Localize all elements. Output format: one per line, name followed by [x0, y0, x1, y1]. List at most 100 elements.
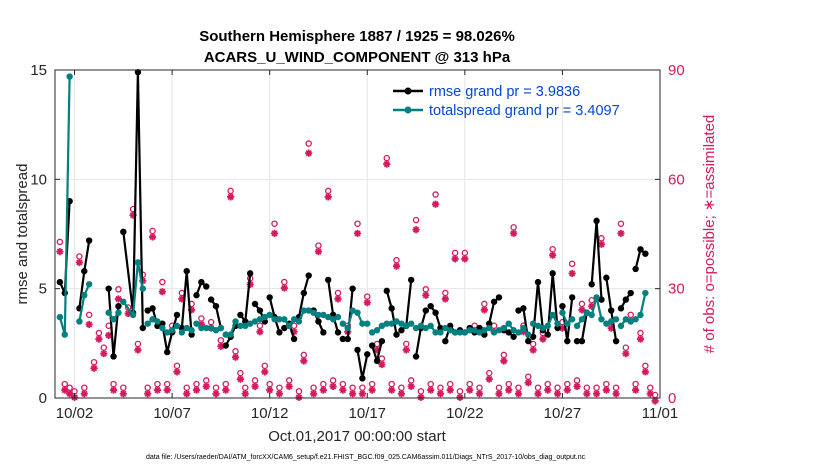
rmse-point: [222, 342, 229, 349]
totalspread-point: [325, 313, 332, 321]
obs-assimilated-marker: [309, 390, 318, 398]
data-file-footnote: data file: /Users/raeder/DAI/ATM_forcXX/…: [146, 454, 586, 461]
rmse-line-segment: [122, 71, 144, 329]
obs-assimilated-marker: [383, 160, 391, 168]
totalspread-point: [364, 320, 371, 327]
obs-assimilated-stroke: [451, 255, 459, 263]
y-tick-label: 15: [30, 62, 47, 79]
obs-assimilated-stroke: [271, 230, 278, 237]
totalspread-point: [564, 320, 571, 327]
obs-assimilated-marker: [368, 386, 376, 394]
obs-assimilated-marker: [163, 386, 171, 394]
obs-assimilated-marker: [568, 269, 576, 278]
obs-assimilated-marker: [466, 386, 474, 394]
rmse-point: [564, 337, 571, 345]
obs-assimilated-marker: [651, 397, 659, 405]
obs-assimilated-marker: [144, 390, 152, 398]
rmse-point: [344, 335, 351, 343]
obs-assimilated-stroke: [222, 386, 229, 394]
obs-assimilated-marker: [100, 350, 108, 358]
obs-assimilated-marker: [56, 247, 64, 256]
rmse-point: [183, 267, 190, 275]
rmse-point: [437, 324, 444, 332]
rmse-point: [568, 294, 576, 301]
obs-assimilated-stroke: [144, 390, 151, 397]
rmse-point: [159, 320, 166, 327]
totalspread-point: [246, 320, 254, 327]
obs-assimilated-marker: [544, 386, 552, 394]
rmse-point: [393, 331, 400, 338]
obs-assimilated-stroke: [412, 226, 420, 233]
obs-assimilated-stroke: [378, 361, 386, 368]
obs-assimilated-marker: [578, 306, 586, 314]
legend-spread-text: totalspread grand pr = 3.4097: [429, 103, 620, 119]
obs-assimilated-stroke: [159, 288, 166, 295]
obs-assimilated-stroke: [310, 390, 317, 397]
totalspread-point: [627, 318, 634, 325]
rmse-point: [276, 329, 283, 336]
obs-assimilated-marker: [75, 258, 83, 267]
totalspread-point: [354, 309, 361, 316]
totalspread-point: [315, 311, 322, 319]
totalspread-point: [510, 327, 517, 334]
y-right-tick-label: 0: [668, 390, 676, 407]
obs-assimilated-stroke: [193, 386, 200, 394]
rmse-point: [315, 318, 322, 325]
totalspread-point: [276, 316, 283, 323]
obs-assimilated-stroke: [603, 386, 610, 394]
totalspread-point: [393, 318, 400, 325]
totalspread-point: [56, 313, 64, 321]
obs-assimilated-marker: [66, 390, 74, 398]
obs-assimilated-stroke: [588, 303, 595, 310]
obs-assimilated-marker: [358, 390, 366, 398]
totalspread-point: [447, 327, 454, 334]
obs-assimilated-marker: [510, 229, 518, 237]
totalspread-point: [417, 322, 425, 330]
obs-assimilated-stroke: [286, 383, 293, 390]
totalspread-point: [539, 324, 547, 332]
totalspread-point: [183, 324, 190, 332]
totalspread-point: [500, 324, 508, 332]
totalspread-point: [603, 320, 610, 327]
totalspread-point: [339, 320, 347, 327]
totalspread-point: [159, 324, 166, 332]
obs-assimilated-marker: [641, 368, 649, 376]
totalspread-point: [129, 311, 137, 319]
rmse-point: [442, 337, 449, 345]
obs-assimilated-marker: [456, 393, 464, 401]
obs-assimilated-marker: [212, 390, 220, 398]
obs-assimilated-marker: [412, 226, 420, 234]
rmse-point: [300, 289, 308, 297]
obs-assimilated-marker: [192, 386, 201, 394]
obs-assimilated-stroke: [373, 346, 381, 354]
totalspread-point: [578, 316, 586, 323]
totalspread-point: [388, 320, 395, 327]
rmse-point: [207, 296, 215, 303]
totalspread-point: [295, 318, 303, 325]
obs-possible-marker: [305, 140, 312, 147]
obs-assimilated-marker: [480, 306, 488, 314]
obs-assimilated-stroke: [281, 284, 288, 292]
legend: rmse grand pr = 3.9836 totalspread grand…: [393, 84, 620, 119]
totalspread-point: [608, 318, 615, 325]
obs-assimilated-marker: [524, 379, 532, 387]
totalspread-point: [486, 324, 493, 332]
obs-assimilated-stroke: [173, 368, 181, 376]
obs-assimilated-marker: [397, 390, 406, 398]
obs-assimilated-marker: [305, 149, 313, 157]
totalspread-point: [349, 307, 356, 314]
obs-assimilated-stroke: [642, 368, 649, 376]
obs-assimilated-stroke: [354, 230, 361, 237]
rmse-point: [476, 324, 483, 332]
totalspread-point: [285, 322, 293, 330]
rmse-point: [481, 331, 488, 338]
obs-assimilated-marker: [427, 386, 435, 394]
obs-assimilated-stroke: [476, 390, 483, 397]
totalspread-point: [632, 316, 639, 323]
obs-assimilated-stroke: [617, 230, 625, 237]
rmse-point: [588, 281, 595, 288]
rmse-point: [266, 294, 273, 301]
obs-assimilated-stroke: [364, 299, 371, 306]
obs-assimilated-marker: [602, 386, 610, 394]
obs-assimilated-marker: [407, 382, 415, 391]
